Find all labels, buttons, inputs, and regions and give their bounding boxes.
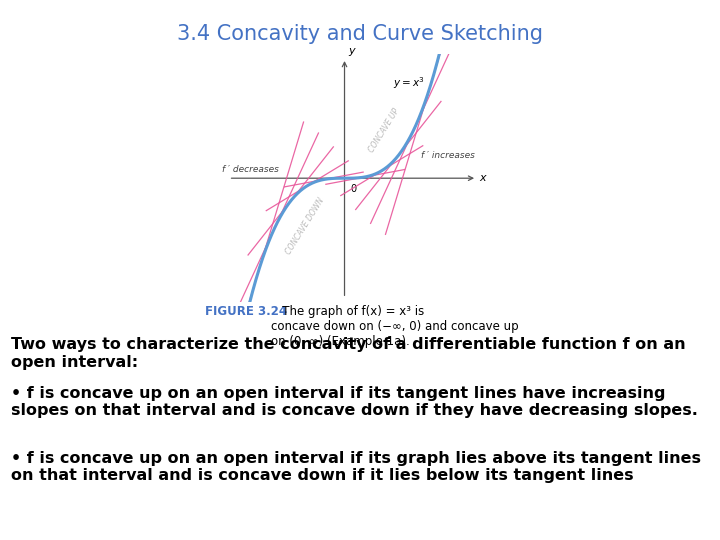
Text: f ′ increases: f ′ increases: [420, 151, 474, 159]
Text: f ′ decreases: f ′ decreases: [222, 165, 279, 174]
Text: FIGURE 3.24: FIGURE 3.24: [205, 305, 287, 318]
Text: 3.4 Concavity and Curve Sketching: 3.4 Concavity and Curve Sketching: [177, 24, 543, 44]
Text: CONCAVE UP: CONCAVE UP: [367, 106, 401, 154]
Text: $y = x^3$: $y = x^3$: [392, 75, 424, 91]
Text: x: x: [480, 173, 486, 183]
Text: 0: 0: [351, 184, 356, 194]
Text: CONCAVE DOWN: CONCAVE DOWN: [284, 196, 326, 256]
Text: • f is concave up on an open interval if its graph lies above its tangent lines
: • f is concave up on an open interval if…: [11, 451, 701, 483]
Text: Two ways to characterize the concavity of a differentiable function f on an
open: Two ways to characterize the concavity o…: [11, 338, 685, 370]
Text: The graph of f(x) = x³ is
concave down on (−∞, 0) and concave up
on (0, ∞) (Exam: The graph of f(x) = x³ is concave down o…: [271, 305, 519, 348]
Text: y: y: [348, 46, 355, 57]
Text: • f is concave up on an open interval if its tangent lines have increasing
slope: • f is concave up on an open interval if…: [11, 386, 698, 418]
